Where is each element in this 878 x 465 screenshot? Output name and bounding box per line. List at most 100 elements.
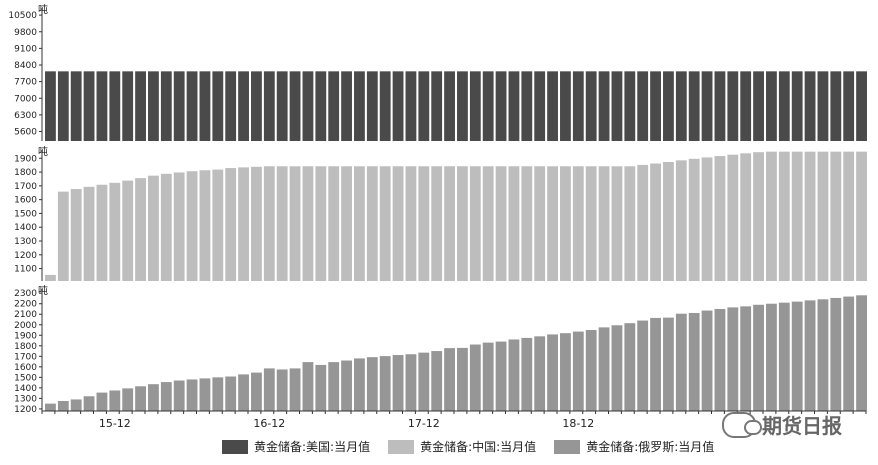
bar-russia-54 [740,306,752,411]
bar-china-32 [457,166,468,281]
bar-russia-53 [727,307,739,411]
bar-russia-21 [315,364,327,411]
y-tick-label-russia-11: 2300 [14,289,37,299]
x-tick-label-3: 18-12 [562,417,594,430]
bar-china-55 [753,152,764,281]
y-tick-label-china-6: 1700 [14,182,37,192]
y-tick-label-russia-0: 1200 [14,405,37,415]
y-tick-label-russia-1: 1300 [14,394,37,404]
bar-china-39 [547,166,558,281]
bar-china-47 [650,163,661,281]
bar-russia-8 [148,384,159,411]
bar-russia-19 [289,368,301,411]
bar-russia-55 [753,304,764,411]
bar-russia-24 [354,358,365,411]
bar-russia-47 [650,317,661,411]
bar-russia-49 [675,313,687,411]
bar-russia-61 [830,297,842,411]
bar-china-53 [727,154,739,281]
y-tick-label-usa-7: 10500 [8,11,37,21]
bar-usa-56 [766,71,777,141]
bar-russia-35 [495,341,507,411]
bar-usa-49 [675,71,687,141]
bar-china-60 [817,151,829,281]
bar-russia-6 [122,388,134,411]
bar-usa-48 [663,71,674,141]
bar-russia-42 [585,330,597,411]
y-tick-label-china-0: 1100 [14,265,37,275]
bar-china-23 [341,166,352,281]
bar-usa-61 [830,71,842,141]
bar-china-29 [418,166,430,281]
y-tick-label-usa-3: 7700 [14,78,37,88]
bar-china-8 [148,175,159,281]
bar-russia-56 [766,303,777,411]
bar-russia-5 [109,390,121,411]
bar-russia-45 [624,323,636,411]
bar-china-27 [392,166,404,281]
bar-china-28 [405,166,417,281]
y-tick-label-china-8: 1900 [14,154,37,164]
bar-china-20 [302,166,314,281]
bar-usa-27 [392,71,404,141]
y-tick-label-russia-7: 1900 [14,331,37,341]
legend-label-russia: 黄金储备:俄罗斯:当月值 [586,440,715,454]
bar-china-45 [624,166,636,281]
bar-usa-55 [753,71,764,141]
bar-russia-26 [379,356,391,411]
bar-russia-50 [688,312,700,411]
bar-china-5 [109,182,121,281]
bar-china-62 [843,151,855,281]
bar-china-22 [328,166,340,281]
bar-usa-16 [251,71,262,141]
bar-usa-15 [238,71,249,141]
bar-china-36 [508,166,520,281]
bar-russia-0 [45,403,56,411]
bar-usa-1 [57,71,69,141]
bar-usa-9 [160,71,172,141]
bar-russia-33 [469,344,481,411]
y-tick-label-russia-4: 1600 [14,363,37,373]
bar-china-34 [482,166,494,281]
bar-usa-21 [315,71,327,141]
bar-china-12 [199,170,211,281]
bar-usa-0 [45,71,56,141]
bar-china-58 [791,151,803,281]
bar-russia-17 [263,368,275,411]
bar-usa-57 [778,71,790,141]
bar-china-6 [122,180,134,281]
bar-russia-37 [521,337,533,411]
y-tick-label-russia-3: 1500 [14,373,37,383]
y-tick-label-usa-0: 5600 [14,128,37,138]
legend-swatch-china [388,439,415,454]
bar-russia-7 [135,386,146,411]
bar-russia-28 [405,354,417,411]
x-tick-label-1: 16-12 [253,417,285,430]
bar-russia-44 [611,325,623,411]
bar-china-25 [366,166,378,281]
bar-russia-13 [212,377,224,411]
bar-russia-10 [173,380,185,411]
x-tick-label-2: 17-12 [408,417,440,430]
y-tick-label-russia-9: 2100 [14,310,37,320]
bar-usa-14 [225,71,237,141]
bar-china-4 [96,184,108,281]
legend-label-usa: 黄金储备:美国:当月值 [254,440,371,454]
y-tick-label-china-3: 1400 [14,223,37,233]
bar-usa-8 [148,71,159,141]
bar-usa-42 [585,71,597,141]
bar-russia-32 [457,347,468,411]
bar-russia-39 [547,334,558,411]
bar-china-7 [135,178,146,281]
bar-usa-39 [547,71,558,141]
bar-russia-23 [341,360,352,411]
bar-china-21 [315,166,327,281]
y-tick-label-russia-6: 1800 [14,342,37,352]
legend-item-china: 黄金储备:中国:当月值 [388,438,536,455]
bar-china-44 [611,166,623,281]
bar-china-2 [70,189,82,281]
bar-russia-25 [366,357,378,411]
bar-china-14 [225,168,237,281]
bar-usa-41 [572,71,584,141]
